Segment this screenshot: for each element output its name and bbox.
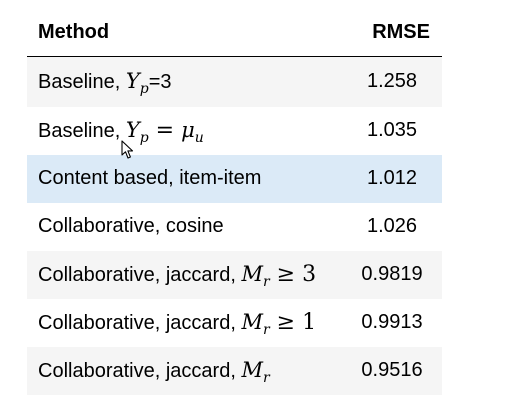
method-cell: Content based, item-item <box>38 167 262 189</box>
method-cell: Collaborative, cosine <box>38 215 224 237</box>
rmse-cell: 1.035 <box>366 119 418 141</box>
math-variable: Y <box>125 69 140 94</box>
math-variable: M <box>241 262 263 286</box>
method-cell: Collaborative, jaccard, Mr <box>38 358 270 386</box>
rmse-cell: 0.9819 <box>361 263 423 285</box>
math-subscript: u <box>194 130 204 146</box>
math-operator: = <box>148 118 182 143</box>
math-variable: M <box>241 358 263 382</box>
math-subscript: r <box>262 370 270 386</box>
math-subscript: r <box>262 274 270 290</box>
rmse-cell: 1.012 <box>366 167 418 189</box>
results-table-container: Method RMSE Baseline, Yp=3 1.258 Baselin… <box>27 8 442 395</box>
table-row: Collaborative, jaccard, Mr ≥ 3 0.9819 <box>27 250 442 299</box>
math-variable: M <box>241 310 263 334</box>
table-row: Content based, item-item 1.012 <box>27 154 442 203</box>
rmse-cell: 0.9913 <box>361 311 423 333</box>
results-table: Method RMSE Baseline, Yp=3 1.258 Baselin… <box>27 8 442 395</box>
math-variable: Y <box>125 118 140 142</box>
math-variable: μ <box>181 118 195 142</box>
method-cell: Baseline, Yp=3 <box>38 69 172 98</box>
mouse-pointer-icon <box>121 140 134 159</box>
method-cell: Collaborative, jaccard, Mr ≥ 1 <box>38 310 317 338</box>
rmse-cell: 0.9516 <box>361 359 423 381</box>
method-cell: Baseline, Yp = μu <box>38 118 204 146</box>
math-subscript: p <box>139 130 149 146</box>
column-header-method: Method <box>27 8 334 57</box>
table-header-row: Method RMSE <box>27 8 442 57</box>
method-cell: Collaborative, jaccard, Mr ≥ 3 <box>38 262 317 290</box>
rmse-cell: 1.026 <box>366 215 418 237</box>
math-operator: ≥ 1 <box>269 310 317 335</box>
math-operator: ≥ 3 <box>269 262 317 287</box>
table-row: Baseline, Yp=3 1.258 <box>27 56 442 107</box>
math-subscript: p <box>139 81 149 98</box>
table-row: Collaborative, cosine 1.026 <box>27 202 442 251</box>
column-header-rmse: RMSE <box>334 8 442 57</box>
math-subscript: r <box>262 322 270 338</box>
table-row: Baseline, Yp = μu 1.035 <box>27 106 442 155</box>
table-row: Collaborative, jaccard, Mr 0.9516 <box>27 346 442 395</box>
rmse-cell: 1.258 <box>366 70 418 93</box>
table-row: Collaborative, jaccard, Mr ≥ 1 0.9913 <box>27 298 442 347</box>
